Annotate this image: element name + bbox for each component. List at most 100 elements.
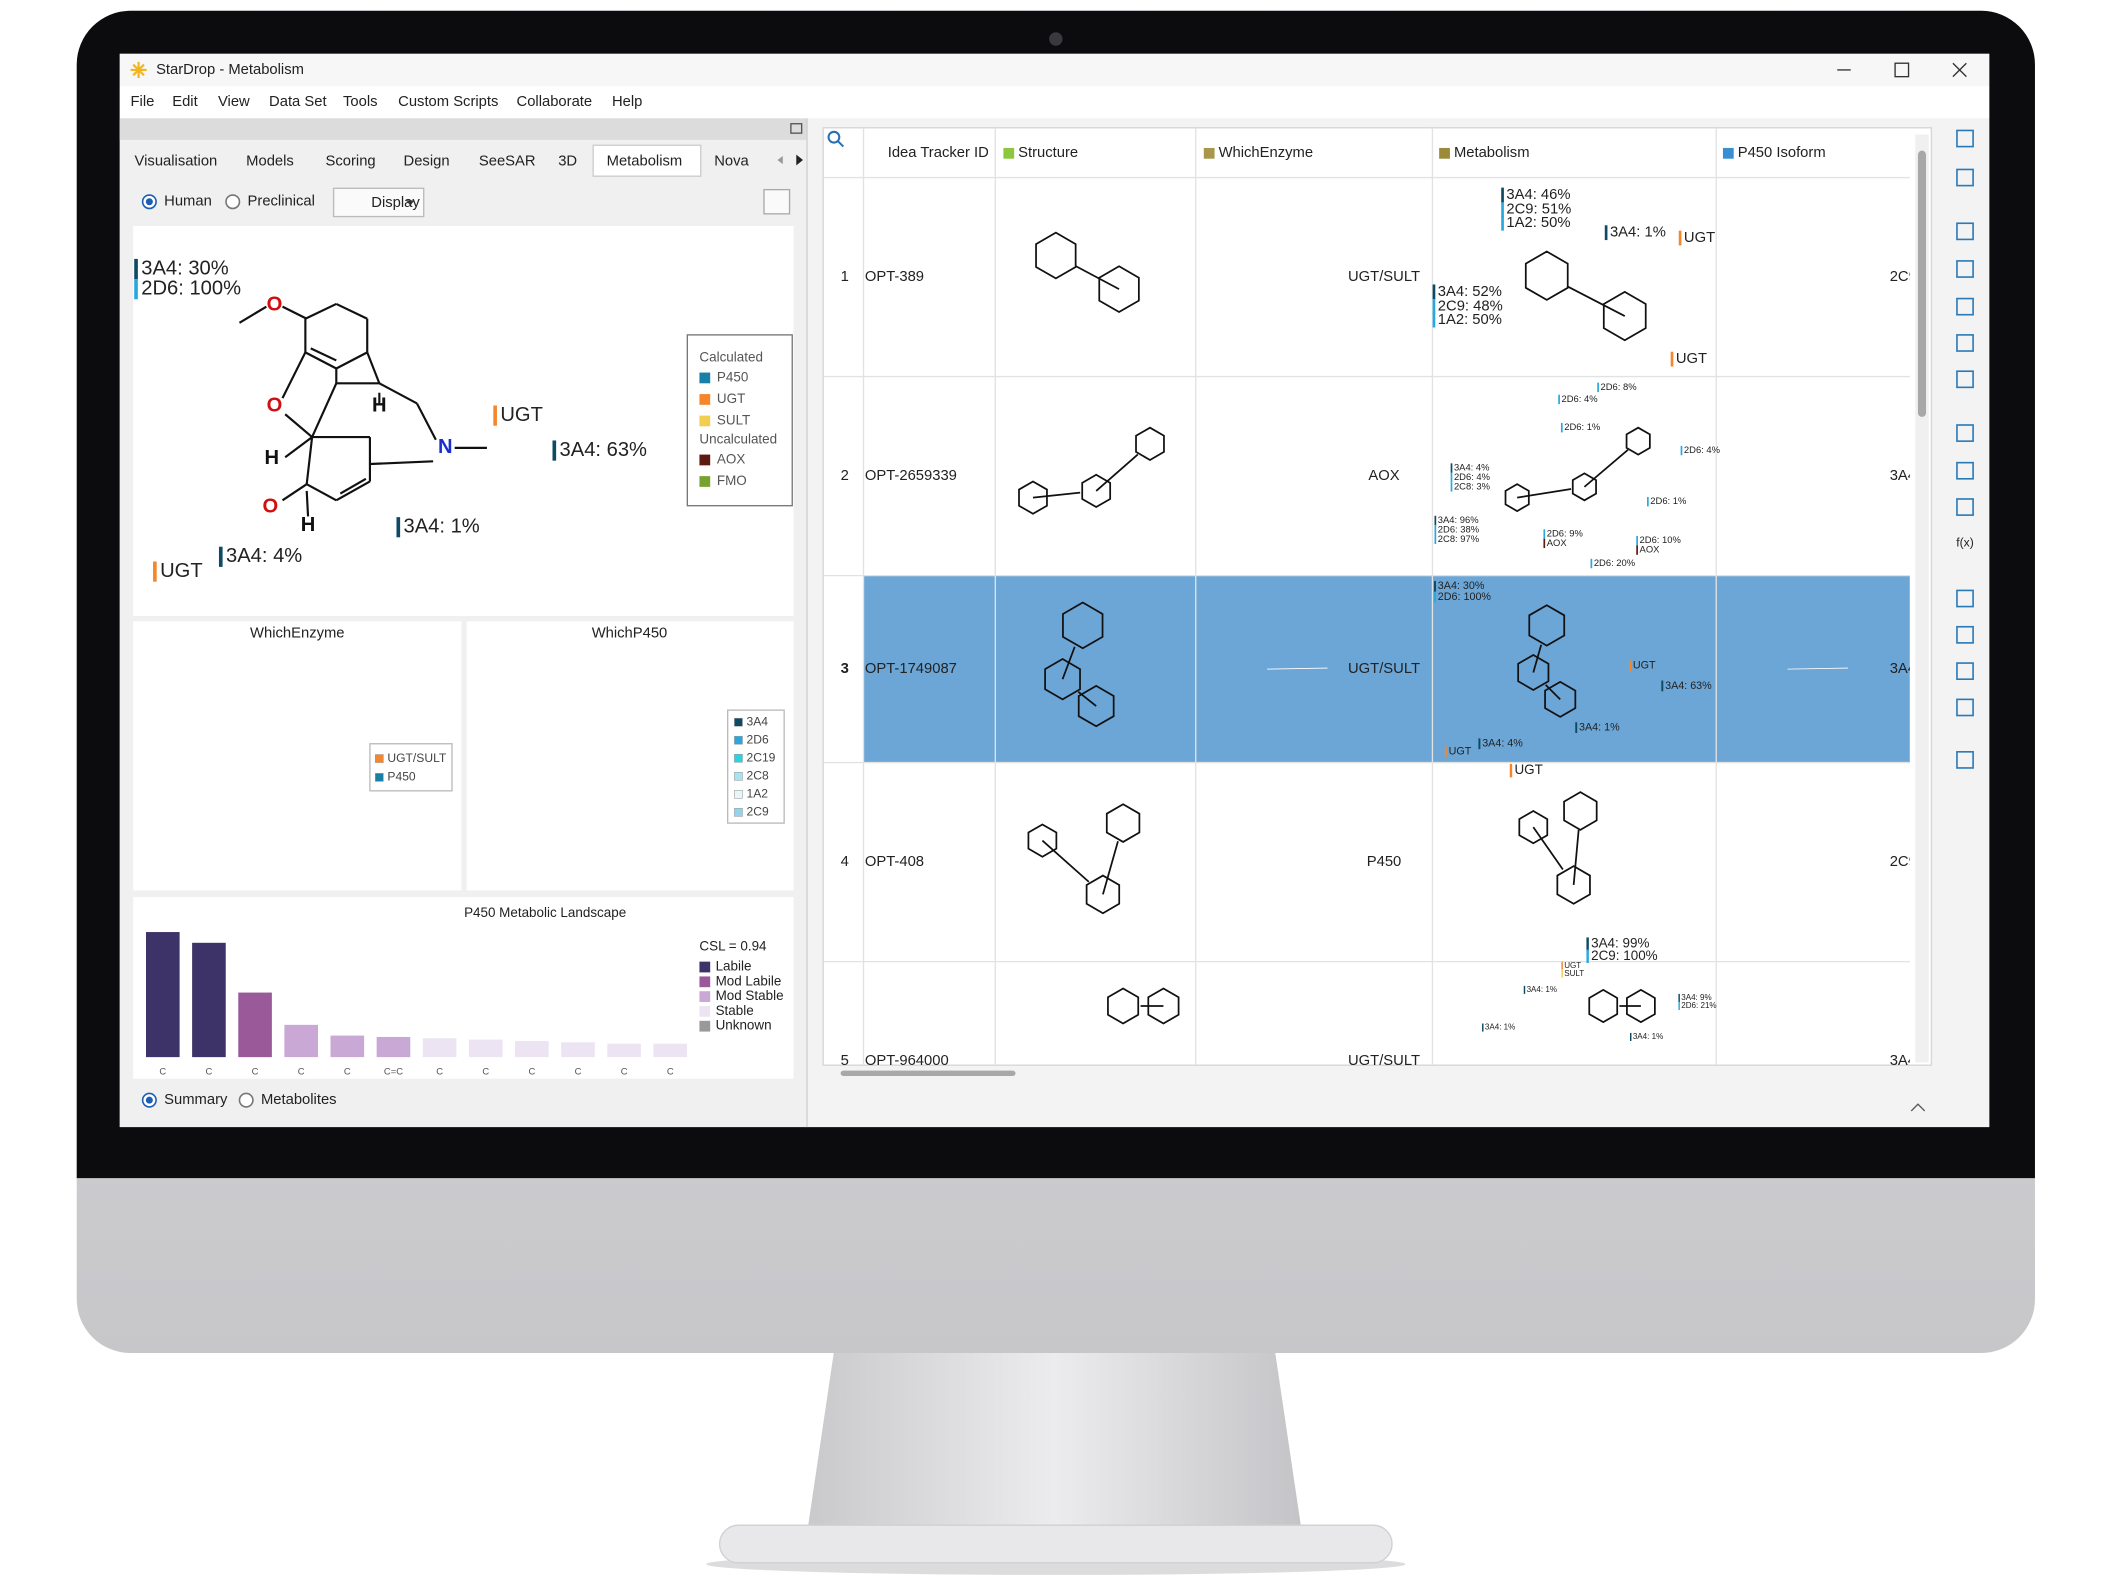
undock-button[interactable] <box>790 123 803 134</box>
column-header[interactable]: Structure <box>1018 145 1078 161</box>
radio-button[interactable] <box>225 194 241 210</box>
tab[interactable]: Scoring <box>326 153 376 169</box>
display-dropdown[interactable] <box>332 187 425 218</box>
pie-slice <box>1266 667 1328 670</box>
bond <box>304 351 337 370</box>
radio-label[interactable]: Metabolites <box>261 1092 337 1108</box>
atom: H <box>264 447 279 469</box>
bond <box>305 436 314 485</box>
annotation-bar <box>1661 680 1664 692</box>
tool-icon[interactable] <box>1956 698 1974 717</box>
column-header[interactable]: Idea Tracker ID <box>888 145 989 161</box>
tool-icon[interactable] <box>1956 424 1974 442</box>
x-tick-label: C=C <box>384 1065 403 1076</box>
tool-icon[interactable] <box>1956 222 1974 241</box>
tab[interactable]: Nova <box>714 153 749 169</box>
idea-tracker-id[interactable]: OPT-408 <box>865 854 924 870</box>
bar <box>653 1043 688 1058</box>
column-header[interactable]: Metabolism <box>1454 145 1530 161</box>
radio-label[interactable]: Human <box>164 194 212 210</box>
menu-item[interactable]: Tools <box>343 94 378 110</box>
tab-scroll-right[interactable] <box>796 154 803 166</box>
app-icon <box>130 61 147 79</box>
menu-item[interactable]: Collaborate <box>517 94 593 110</box>
metabolism-label: 2D6: 100% <box>1438 591 1492 603</box>
collapse-button[interactable] <box>1910 1103 1926 1112</box>
menu-item[interactable]: Custom Scripts <box>398 94 498 110</box>
annotation-bar <box>1434 515 1437 526</box>
metabolism-label: 1A2: 50% <box>1438 312 1502 328</box>
tool-icon[interactable] <box>1956 751 1974 769</box>
tool-icon[interactable] <box>1956 625 1974 644</box>
menu-item[interactable]: Data Set <box>269 94 327 110</box>
metabolism-label: AOX <box>1640 544 1661 555</box>
bond <box>1032 490 1097 499</box>
tab-scroll-left[interactable] <box>777 156 783 165</box>
tool-icon[interactable] <box>1956 461 1974 480</box>
idea-tracker-id[interactable]: OPT-1749087 <box>865 661 957 677</box>
radio-label[interactable]: Preclinical <box>248 194 315 210</box>
tool-icon[interactable] <box>1956 334 1974 352</box>
column-header[interactable]: P450 Isoform <box>1738 145 1826 161</box>
idea-tracker-id[interactable]: OPT-964000 <box>865 1053 949 1069</box>
tool-icon[interactable] <box>1956 297 1974 316</box>
idea-tracker-id[interactable]: OPT-2659339 <box>865 468 957 484</box>
annotation-bar <box>1450 463 1453 473</box>
metabolism-label: AOX <box>1547 537 1568 548</box>
metabolism-label: 2D6: 8% <box>1601 381 1638 392</box>
metabolism-label: 3A4: 99% <box>1591 936 1649 951</box>
tool-icon[interactable] <box>1956 260 1974 278</box>
ring <box>1018 480 1048 515</box>
bar <box>607 1043 641 1058</box>
row-number: 1 <box>841 269 849 285</box>
legend-label: UGT/SULT <box>387 751 447 765</box>
tool-icon[interactable] <box>1956 168 1974 187</box>
annotation-bar <box>1501 202 1504 218</box>
bond <box>1102 822 1124 895</box>
menu-item[interactable]: File <box>131 94 155 110</box>
bond <box>311 382 338 438</box>
tab[interactable]: Models <box>246 153 294 169</box>
scroll-thumb[interactable] <box>1917 150 1927 417</box>
radio-button[interactable] <box>238 1092 254 1108</box>
legend-swatch <box>734 753 743 763</box>
tool-icon[interactable] <box>1956 370 1974 389</box>
column-header[interactable]: WhichEnzyme <box>1219 145 1313 161</box>
x-tick-label: C <box>159 1065 166 1076</box>
pie-slice <box>1266 275 1328 278</box>
menu-item[interactable]: Edit <box>172 94 197 110</box>
tab[interactable]: Metabolism <box>607 153 683 169</box>
bond <box>366 351 381 384</box>
tab[interactable]: SeeSAR <box>479 153 536 169</box>
tool-icon[interactable] <box>1956 498 1974 516</box>
tool-icon[interactable] <box>1956 129 1974 148</box>
tool-icon[interactable] <box>1956 662 1974 681</box>
idea-tracker-id[interactable]: OPT-389 <box>865 269 924 285</box>
close-button[interactable] <box>1952 62 1967 78</box>
legend-swatch <box>734 771 743 781</box>
legend-swatch <box>734 735 743 745</box>
legend-label: Unknown <box>716 1018 772 1033</box>
metabolism-label: 3A4: 1% <box>1579 721 1620 733</box>
legend-label: 2C8 <box>747 769 769 783</box>
search-icon[interactable] <box>827 130 841 144</box>
header-swatch <box>1003 147 1015 159</box>
horizontal-scroll-thumb[interactable] <box>840 1070 1016 1076</box>
maximize-button[interactable] <box>1894 62 1910 78</box>
display-label[interactable]: Display <box>371 195 420 211</box>
radio-dot <box>145 198 153 206</box>
pie-slice <box>1266 474 1328 477</box>
legend-group-title: Uncalculated <box>699 431 777 446</box>
bond <box>305 490 310 517</box>
tab[interactable]: 3D <box>558 153 577 169</box>
tool-icon[interactable] <box>1956 589 1974 608</box>
metabolism-label: UGT <box>1449 746 1472 758</box>
radio-label[interactable]: Summary <box>164 1092 228 1108</box>
menu-item[interactable]: View <box>218 94 250 110</box>
export-button[interactable] <box>763 188 791 215</box>
tab[interactable]: Design <box>404 153 450 169</box>
metabolism-label: 3A4: 1% <box>404 516 480 538</box>
tab[interactable]: Visualisation <box>135 153 218 169</box>
tool-icon[interactable]: f(x) <box>1956 536 1973 550</box>
menu-item[interactable]: Help <box>612 94 642 110</box>
